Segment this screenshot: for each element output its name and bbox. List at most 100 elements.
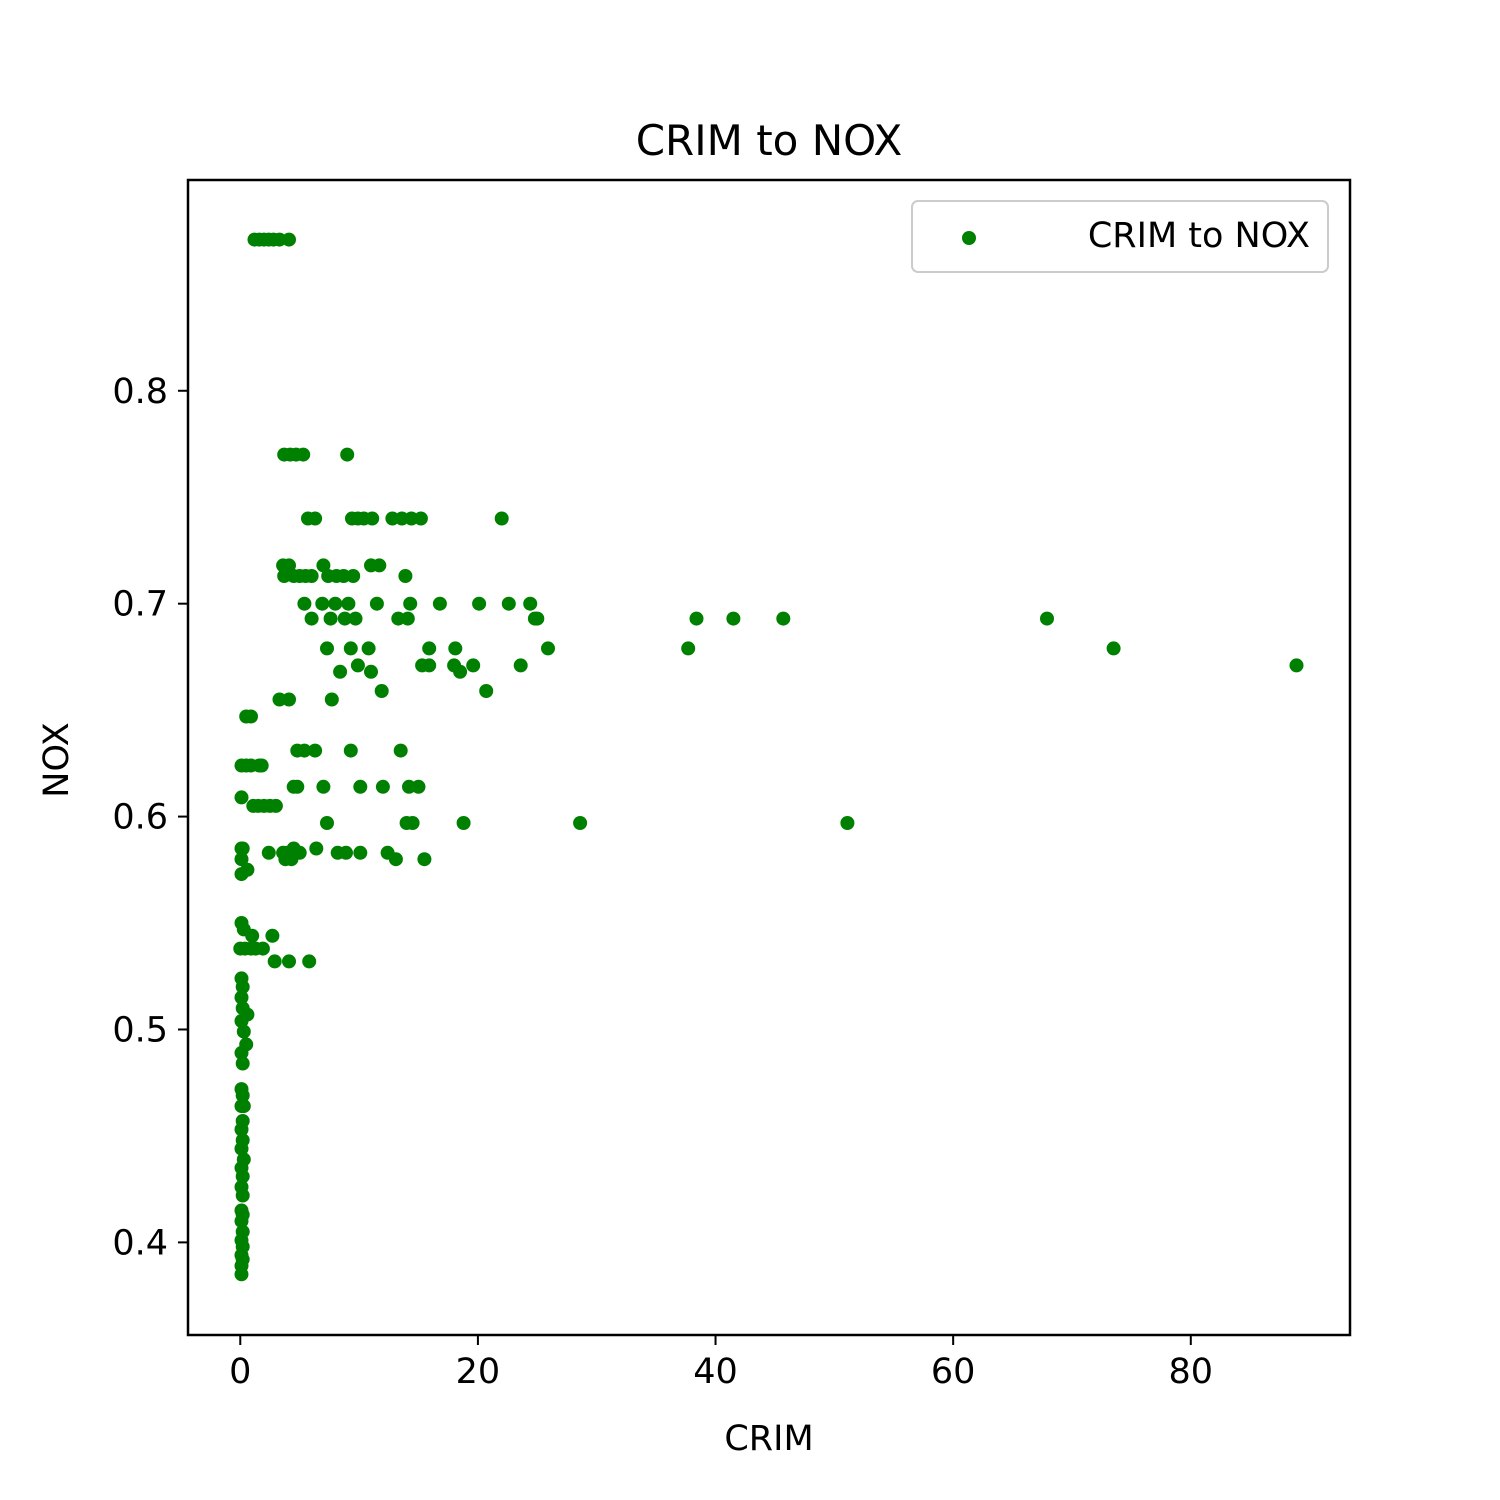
data-point xyxy=(365,511,380,526)
y-axis-label: NOX xyxy=(37,722,77,797)
data-point xyxy=(494,511,509,526)
data-point xyxy=(400,611,415,626)
data-point xyxy=(284,852,299,867)
plot-frame xyxy=(186,178,1352,1337)
data-point xyxy=(348,611,363,626)
data-point xyxy=(320,816,334,830)
data-point xyxy=(340,447,355,462)
data-point xyxy=(265,928,280,943)
data-point xyxy=(309,841,324,856)
data-point xyxy=(234,1141,249,1156)
data-point xyxy=(466,658,481,673)
data-point xyxy=(364,664,378,679)
data-point xyxy=(479,684,494,698)
data-point xyxy=(361,641,376,656)
y-tick-label: 0.4 xyxy=(112,1223,168,1263)
data-point xyxy=(453,664,468,679)
data-point xyxy=(235,1056,250,1071)
data-point xyxy=(282,692,296,707)
data-point xyxy=(726,611,741,626)
data-point xyxy=(235,841,250,856)
data-point xyxy=(530,611,545,626)
data-point xyxy=(776,611,791,626)
x-axis-label: CRIM xyxy=(724,1419,813,1459)
data-point xyxy=(282,232,296,247)
data-point xyxy=(343,641,358,656)
x-tick-label: 20 xyxy=(456,1352,501,1392)
legend-box xyxy=(911,200,1329,273)
data-point xyxy=(268,798,283,813)
data-point xyxy=(403,596,418,611)
data-point xyxy=(388,852,403,867)
data-point xyxy=(346,569,361,583)
data-point xyxy=(236,1099,251,1114)
data-point xyxy=(282,954,296,969)
x-tick-label: 0 xyxy=(229,1352,251,1392)
data-point xyxy=(254,758,269,773)
data-point xyxy=(448,641,463,656)
x-axis-ticks: 0 20 40 60 80 xyxy=(229,1335,1213,1392)
data-point xyxy=(393,743,408,758)
data-point xyxy=(290,779,305,794)
data-point xyxy=(353,845,368,860)
x-tick-label: 80 xyxy=(1169,1352,1214,1392)
data-point xyxy=(405,816,420,830)
data-point xyxy=(316,558,331,573)
data-point xyxy=(369,596,384,611)
data-point xyxy=(302,954,317,969)
data-point xyxy=(234,1122,249,1137)
data-point xyxy=(320,641,334,656)
chart-title: CRIM to NOX xyxy=(636,116,903,165)
legend-label: CRIM to NOX xyxy=(1088,216,1310,256)
data-point xyxy=(1040,611,1054,626)
data-point xyxy=(304,569,319,583)
data-point xyxy=(296,447,311,462)
data-point xyxy=(413,511,428,526)
data-point xyxy=(343,743,358,758)
data-point xyxy=(681,641,696,656)
data-point xyxy=(328,596,343,611)
data-point xyxy=(235,1169,250,1184)
data-point xyxy=(234,1045,249,1060)
data-point xyxy=(234,852,249,867)
data-point xyxy=(323,611,338,626)
data-point xyxy=(573,816,588,830)
data-point xyxy=(234,1014,249,1028)
x-tick-label: 60 xyxy=(931,1352,976,1392)
data-point xyxy=(374,684,389,698)
data-point xyxy=(353,779,368,794)
data-point xyxy=(375,779,390,794)
data-point xyxy=(432,596,447,611)
data-point xyxy=(324,692,339,707)
y-tick-label: 0.7 xyxy=(112,585,168,625)
data-point xyxy=(282,558,296,573)
data-point xyxy=(304,611,319,626)
data-point xyxy=(422,658,437,673)
data-point xyxy=(235,1188,250,1203)
data-point xyxy=(513,658,528,673)
data-point xyxy=(1289,658,1304,673)
data-point xyxy=(417,852,432,867)
data-point xyxy=(316,779,331,794)
data-point xyxy=(234,790,249,805)
data-point xyxy=(255,941,270,956)
data-point xyxy=(456,816,471,830)
data-point xyxy=(297,743,312,758)
data-point xyxy=(236,1024,251,1039)
data-points xyxy=(233,232,1304,1282)
data-point xyxy=(261,845,276,860)
y-axis-ticks: 0.4 0.5 0.6 0.7 0.8 xyxy=(112,372,188,1263)
data-point xyxy=(411,779,426,794)
data-point xyxy=(234,1214,249,1229)
data-point xyxy=(235,979,250,994)
data-point xyxy=(472,596,487,611)
data-point xyxy=(308,511,323,526)
legend: CRIM to NOX xyxy=(911,200,1329,273)
data-point xyxy=(315,596,330,611)
data-point xyxy=(350,658,365,673)
data-point xyxy=(337,611,352,626)
y-tick-label: 0.6 xyxy=(112,798,168,838)
data-point xyxy=(234,1267,249,1282)
y-tick-label: 0.5 xyxy=(112,1010,168,1050)
data-point xyxy=(689,611,704,626)
